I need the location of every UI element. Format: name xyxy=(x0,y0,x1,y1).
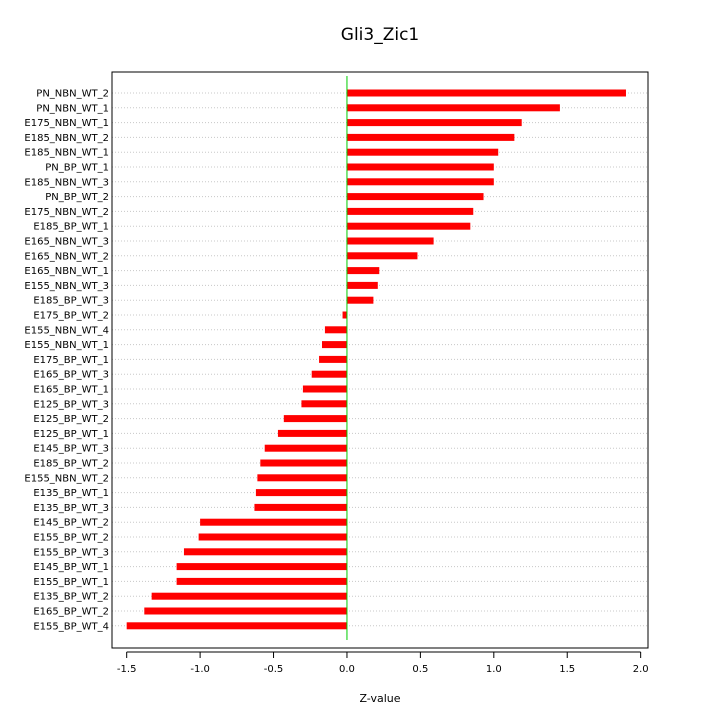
bar xyxy=(346,207,474,215)
bar xyxy=(151,592,347,600)
bar xyxy=(176,577,347,585)
category-label: E155_BP_WT_4 xyxy=(33,621,109,632)
x-axis-label: Z-value xyxy=(359,692,400,705)
bar xyxy=(264,444,347,452)
bars xyxy=(126,89,626,630)
category-label: E185_BP_WT_2 xyxy=(33,459,109,470)
bar xyxy=(346,148,499,156)
chart-title: Gli3_Zic1 xyxy=(341,25,419,45)
category-label: E135_BP_WT_1 xyxy=(33,488,109,499)
plot-frame xyxy=(111,71,649,649)
bar xyxy=(346,193,484,201)
category-label: E145_BP_WT_3 xyxy=(33,444,109,455)
x-axis: -1.5 -1.0 -0.5 0.0 0.5 1.0 1.5 2.0 xyxy=(117,651,649,675)
bar xyxy=(200,518,347,526)
x-tick-label: -1.5 xyxy=(117,664,137,675)
bar xyxy=(321,341,347,349)
x-tick-label: -0.5 xyxy=(264,664,284,675)
category-label: E165_BP_WT_1 xyxy=(33,385,109,396)
x-tick-label: 2.0 xyxy=(633,664,649,675)
category-label: E155_NBN_WT_1 xyxy=(24,340,109,351)
bar xyxy=(346,252,418,260)
category-label: E165_BP_WT_3 xyxy=(33,370,109,381)
bar xyxy=(346,163,494,171)
category-label: E175_NBN_WT_2 xyxy=(24,207,109,218)
category-label: E135_BP_WT_2 xyxy=(33,592,109,603)
category-label: PN_BP_WT_1 xyxy=(45,163,109,174)
bar xyxy=(126,622,347,630)
category-label: E155_NBN_WT_3 xyxy=(24,281,109,292)
category-label: E185_BP_WT_1 xyxy=(33,222,109,233)
grid-lines xyxy=(112,92,648,627)
bar xyxy=(254,503,347,511)
category-label: E185_NBN_WT_2 xyxy=(24,133,109,144)
category-label: E175_BP_WT_1 xyxy=(33,355,109,366)
bar xyxy=(277,429,347,437)
bar xyxy=(346,296,374,304)
bar xyxy=(302,385,347,393)
bar xyxy=(257,474,347,482)
category-label: E185_NBN_WT_3 xyxy=(24,177,109,188)
x-tick-label: 1.5 xyxy=(559,664,575,675)
bar xyxy=(255,489,347,497)
category-label: E125_BP_WT_2 xyxy=(33,414,109,425)
category-label: PN_BP_WT_2 xyxy=(45,192,109,203)
bar xyxy=(346,222,471,230)
category-label: E185_BP_WT_3 xyxy=(33,296,109,307)
bar xyxy=(198,533,347,541)
category-label: E175_BP_WT_2 xyxy=(33,311,109,322)
bar xyxy=(144,607,347,615)
bar xyxy=(346,178,494,186)
bar xyxy=(301,400,347,408)
category-label: E145_BP_WT_2 xyxy=(33,518,109,529)
category-label: E165_NBN_WT_2 xyxy=(24,251,109,262)
x-tick-label: 0.0 xyxy=(339,664,355,675)
bar xyxy=(346,281,378,289)
bar xyxy=(342,311,347,319)
category-label: E155_NBN_WT_4 xyxy=(24,325,109,336)
bar xyxy=(283,415,347,423)
category-label: E175_NBN_WT_1 xyxy=(24,118,109,129)
category-label: E155_BP_WT_1 xyxy=(33,577,109,588)
category-label: E155_BP_WT_3 xyxy=(33,547,109,558)
bar xyxy=(346,104,560,112)
category-label: E135_BP_WT_3 xyxy=(33,503,109,514)
category-label: E125_BP_WT_3 xyxy=(33,399,109,410)
category-label: E165_BP_WT_2 xyxy=(33,607,109,618)
category-labels: PN_NBN_WT_2 PN_NBN_WT_1 E175_NBN_WT_1 E185_… xyxy=(24,89,109,633)
bar xyxy=(346,133,515,141)
category-label: PN_NBN_WT_2 xyxy=(36,89,109,100)
x-tick-label: 0.5 xyxy=(412,664,428,675)
bar xyxy=(346,237,434,245)
bar xyxy=(324,326,347,334)
bar xyxy=(260,459,347,467)
category-label: E165_NBN_WT_3 xyxy=(24,237,109,248)
bar xyxy=(319,355,347,363)
category-label: E165_NBN_WT_1 xyxy=(24,266,109,277)
x-tick-label: -1.0 xyxy=(190,664,210,675)
bar xyxy=(346,267,380,275)
category-label: E155_BP_WT_2 xyxy=(33,533,109,544)
bar xyxy=(176,563,347,571)
category-label: E185_NBN_WT_1 xyxy=(24,148,109,159)
bar xyxy=(346,89,626,97)
category-label: E145_BP_WT_1 xyxy=(33,562,109,573)
bar xyxy=(183,548,347,556)
category-label: PN_NBN_WT_1 xyxy=(36,103,109,114)
category-label: E155_NBN_WT_2 xyxy=(24,473,109,484)
x-tick-label: 1.0 xyxy=(486,664,502,675)
bar xyxy=(311,370,347,378)
category-label: E125_BP_WT_1 xyxy=(33,429,109,440)
bar xyxy=(346,119,522,127)
